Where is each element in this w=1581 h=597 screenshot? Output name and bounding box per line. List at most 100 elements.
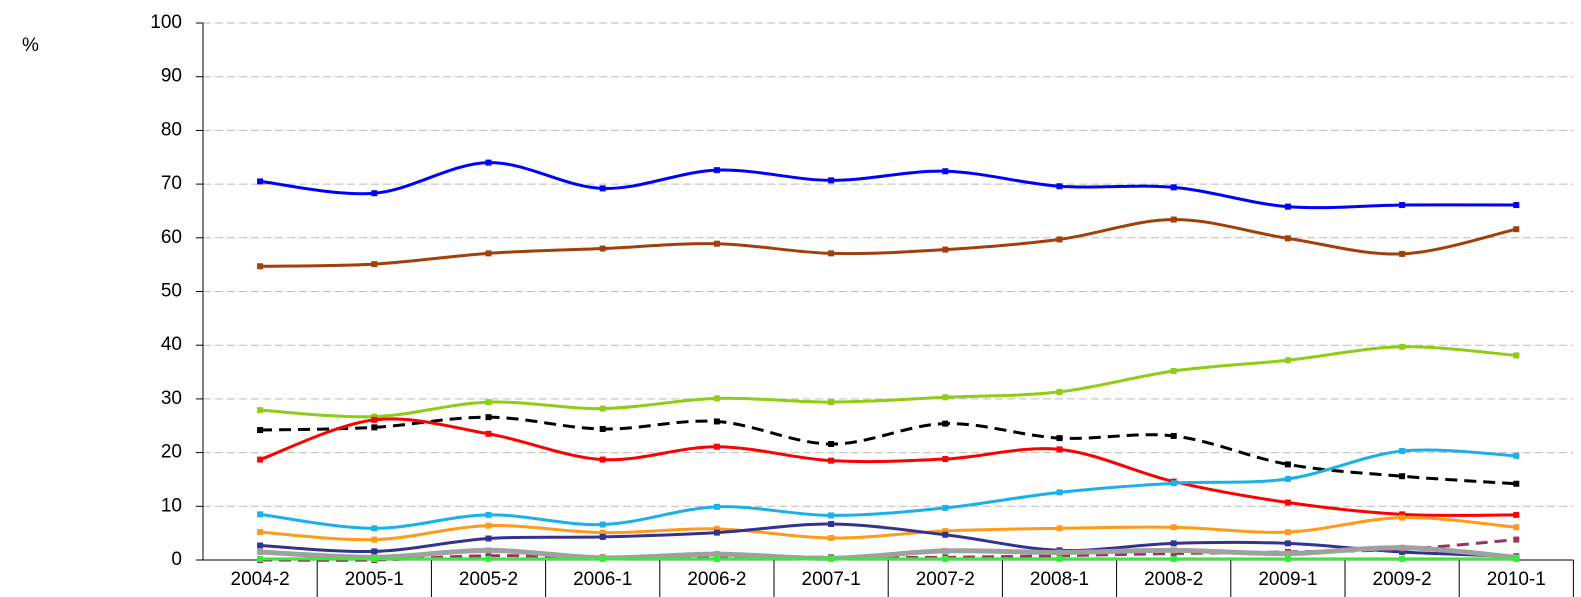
point-marker (485, 430, 492, 437)
point-marker (1399, 555, 1406, 562)
point-marker (1056, 549, 1063, 556)
point-marker (828, 441, 835, 448)
y-axis-label: % (22, 35, 39, 56)
point-marker (485, 535, 492, 542)
point-marker (1170, 540, 1177, 547)
point-marker (942, 528, 949, 535)
x-tick-label: 2008-2 (1144, 569, 1203, 590)
point-marker (371, 536, 378, 543)
x-tick-label: 2008-1 (1030, 569, 1089, 590)
point-marker (713, 529, 720, 536)
point-marker (599, 529, 606, 536)
point-marker (942, 420, 949, 427)
point-marker (1513, 480, 1520, 487)
point-marker (485, 159, 492, 166)
point-marker (485, 552, 492, 559)
point-marker (828, 534, 835, 541)
point-marker (1170, 550, 1177, 557)
point-marker (828, 250, 835, 257)
point-marker (1513, 555, 1520, 562)
point-marker (1399, 514, 1406, 521)
point-marker (713, 167, 720, 174)
point-marker (942, 168, 949, 175)
point-marker (942, 504, 949, 511)
point-marker (1284, 550, 1291, 557)
y-tick-label: 10 (161, 495, 182, 516)
point-marker (1284, 555, 1291, 562)
x-tick-label: 2007-2 (916, 569, 975, 590)
y-tick-label: 80 (161, 119, 182, 140)
point-marker (942, 394, 949, 401)
point-marker (1513, 511, 1520, 518)
point-marker (1170, 547, 1177, 554)
point-marker (599, 245, 606, 252)
series-line (259, 161, 1517, 210)
point-marker (713, 240, 720, 247)
point-marker (1170, 216, 1177, 223)
point-marker (1284, 461, 1291, 468)
point-marker (1056, 525, 1063, 532)
y-tick-label: 30 (161, 388, 182, 409)
point-marker (1399, 250, 1406, 257)
point-marker (1170, 432, 1177, 439)
point-marker (1056, 446, 1063, 453)
point-marker (1513, 536, 1520, 543)
series-line (260, 522, 1517, 558)
point-marker (1170, 524, 1177, 531)
point-marker (942, 547, 949, 554)
x-tick-label: 2004-2 (231, 569, 290, 590)
x-tick-label: 2010-1 (1487, 569, 1546, 590)
y-tick-label: 0 (171, 549, 182, 570)
point-marker (485, 522, 492, 529)
y-tick-label: 20 (161, 442, 182, 463)
point-marker (1056, 236, 1063, 243)
point-marker (257, 263, 264, 270)
point-marker (1170, 184, 1177, 191)
point-marker (1399, 544, 1406, 551)
point-marker (1284, 235, 1291, 242)
point-marker (942, 246, 949, 253)
point-marker (257, 456, 264, 463)
point-marker (713, 525, 720, 532)
point-marker (371, 413, 378, 420)
series-line (260, 218, 1517, 268)
point-marker (371, 548, 378, 555)
x-tick-label: 2007-1 (802, 569, 861, 590)
point-marker (713, 443, 720, 450)
point-marker (1056, 489, 1063, 496)
point-marker (1513, 352, 1520, 359)
series-line (259, 448, 1517, 530)
point-marker (1284, 475, 1291, 482)
point-marker (1056, 183, 1063, 190)
series-line (259, 545, 1517, 561)
point-marker (1284, 203, 1291, 210)
point-marker (1170, 555, 1177, 562)
point-marker (371, 261, 378, 268)
point-marker (371, 555, 378, 562)
x-tick-label: 2005-2 (459, 569, 518, 590)
point-marker (713, 555, 720, 562)
point-marker (828, 177, 835, 184)
point-marker (1170, 480, 1177, 487)
point-marker (828, 555, 835, 562)
x-tick-label: 2006-2 (687, 569, 746, 590)
point-marker (828, 399, 835, 406)
x-tick-label: 2005-1 (345, 569, 404, 590)
point-marker (1513, 202, 1520, 209)
point-marker (257, 542, 264, 549)
point-marker (1399, 202, 1406, 209)
point-marker (1284, 499, 1291, 506)
point-marker (1056, 388, 1063, 395)
point-marker (485, 511, 492, 518)
point-marker (599, 456, 606, 463)
y-tick-label: 90 (161, 66, 182, 87)
point-marker (942, 555, 949, 562)
point-marker (828, 457, 835, 464)
point-marker (1284, 357, 1291, 364)
point-marker (257, 548, 264, 555)
point-marker (371, 190, 378, 197)
point-marker (1284, 540, 1291, 547)
point-marker (1170, 367, 1177, 374)
point-marker (599, 555, 606, 562)
